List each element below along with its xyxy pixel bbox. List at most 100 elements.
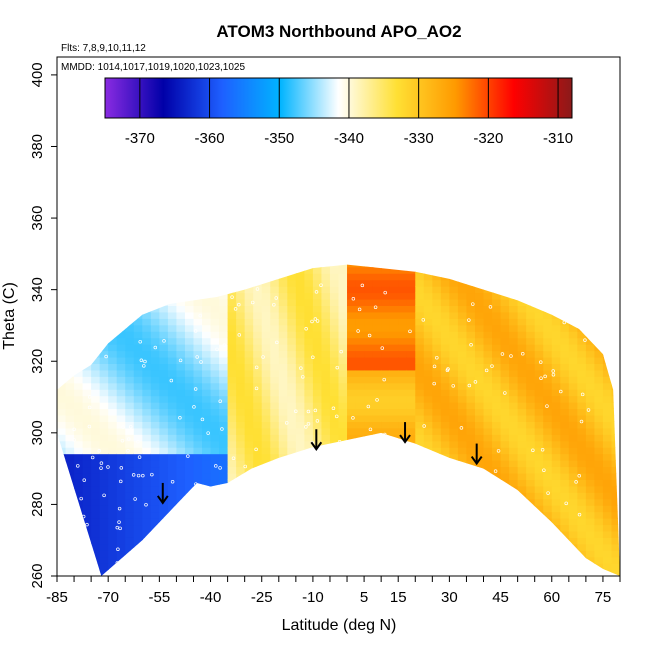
heat-cell <box>261 563 271 571</box>
heat-cell <box>509 408 519 416</box>
heat-cell <box>125 402 135 410</box>
heat-cell <box>202 505 212 513</box>
heat-cell <box>65 466 75 474</box>
heat-cell <box>57 479 67 487</box>
heat-cell <box>381 324 391 332</box>
heat-cell <box>176 382 186 390</box>
heat-cell <box>381 344 391 352</box>
heat-cell <box>150 356 160 364</box>
heat-cell <box>287 498 297 506</box>
heat-cell <box>551 337 561 345</box>
heat-cell <box>125 479 135 487</box>
heat-cell <box>167 264 178 268</box>
heat-cell <box>560 524 570 532</box>
heat-cell <box>577 530 587 538</box>
heat-cell <box>492 382 502 390</box>
heat-cell <box>364 440 374 448</box>
heat-cell <box>602 382 613 390</box>
heat-cell <box>372 344 382 352</box>
heat-cell <box>253 337 263 345</box>
sample-point <box>248 470 253 475</box>
sample-point <box>113 315 118 319</box>
heat-cell <box>261 414 271 422</box>
heat-cell <box>253 298 263 307</box>
heat-cell <box>236 363 246 371</box>
heat-cell <box>117 254 126 261</box>
heat-cell <box>611 563 620 571</box>
heat-cell <box>449 408 459 416</box>
heat-cell <box>99 402 109 410</box>
sample-point <box>526 289 530 294</box>
heat-cell <box>219 453 229 461</box>
heat-cell <box>287 492 297 500</box>
heat-cell <box>304 369 314 377</box>
heat-cell <box>355 498 365 506</box>
heat-cell <box>82 311 92 319</box>
heat-cell <box>304 537 314 545</box>
heat-cell <box>500 305 510 313</box>
heat-cell <box>509 292 519 300</box>
heat-cell <box>184 460 195 468</box>
heat-cell <box>295 356 305 364</box>
heat-cell <box>295 292 305 300</box>
y-tick-label: 260 <box>29 563 46 588</box>
heat-cell <box>167 505 178 513</box>
heat-cell <box>304 395 314 403</box>
heat-cell <box>329 389 340 397</box>
heat-cell <box>585 563 596 571</box>
heat-cell <box>551 505 561 513</box>
heat-cell <box>423 298 433 307</box>
heat-cell <box>602 543 613 551</box>
heat-cell <box>227 414 237 422</box>
heat-cell <box>236 395 246 403</box>
heat-cell <box>432 292 442 300</box>
heat-cell <box>347 337 357 345</box>
heat-cell <box>568 556 578 564</box>
heat-cell <box>611 376 620 384</box>
heat-cell <box>568 273 578 281</box>
heat-cell <box>227 518 237 526</box>
heat-cell <box>500 264 510 268</box>
heat-cell <box>406 505 416 513</box>
heat-cell <box>244 447 254 455</box>
heat-cell <box>312 331 323 339</box>
heat-cell <box>82 556 92 564</box>
heat-cell <box>150 266 160 274</box>
sample-point <box>427 521 432 526</box>
heat-cell <box>210 363 220 371</box>
heat-cell <box>577 298 587 307</box>
heat-cell <box>389 292 399 300</box>
heat-cell <box>108 298 118 307</box>
heat-cell <box>423 286 433 294</box>
heat-cell <box>543 498 553 506</box>
heat-cell <box>398 408 408 416</box>
heat-cell <box>261 498 271 506</box>
chart-title: ATOM3 Northbound APO_AO2 <box>216 22 461 41</box>
heat-cell <box>602 292 613 300</box>
heat-cell <box>373 254 382 261</box>
heat-cell <box>142 273 152 281</box>
heat-cell <box>116 472 126 480</box>
heat-cell <box>611 543 620 551</box>
heat-cell <box>440 395 450 403</box>
heat-cell <box>466 395 476 403</box>
heat-cell <box>560 266 570 274</box>
y-tick-label: 380 <box>29 134 46 159</box>
heat-cell <box>338 305 348 313</box>
heat-cell <box>304 414 314 422</box>
heat-cell <box>543 414 553 422</box>
heat-cell <box>602 305 613 313</box>
heat-cell <box>287 369 297 377</box>
heat-cell <box>551 273 561 281</box>
heat-cell <box>304 331 314 339</box>
heat-cell <box>406 511 416 519</box>
heat-cell <box>543 356 553 364</box>
heat-cell <box>534 530 544 538</box>
heat-cell <box>466 337 476 345</box>
heat-cell <box>184 408 195 416</box>
heat-cell <box>585 311 596 319</box>
heat-cell <box>91 427 101 435</box>
heat-cell <box>65 305 75 313</box>
heat-cell <box>176 298 186 307</box>
heat-cell <box>219 266 229 274</box>
